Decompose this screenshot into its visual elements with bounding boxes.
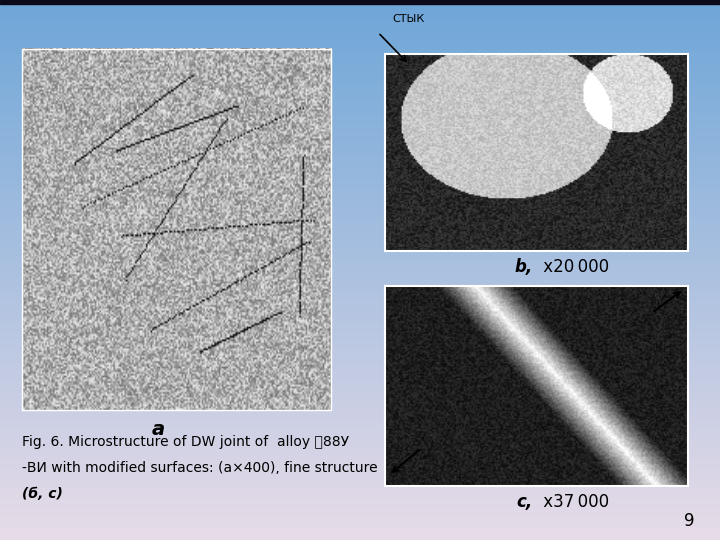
- Text: 9: 9: [684, 512, 695, 530]
- Bar: [385, 54, 688, 251]
- Text: x20 000: x20 000: [538, 258, 609, 276]
- Text: (б, с): (б, с): [22, 487, 63, 501]
- Bar: [385, 286, 688, 486]
- Text: -ВИ with modified surfaces: (а×400), fine structure: -ВИ with modified surfaces: (а×400), fin…: [22, 461, 377, 475]
- Text: Fig. 6. Microstructure of DW joint of  alloy 䉳88У: Fig. 6. Microstructure of DW joint of al…: [22, 435, 348, 449]
- Bar: [22, 49, 331, 410]
- Text: c,: c,: [516, 493, 533, 511]
- Bar: [0, 0, 720, 4]
- Text: СТЫК: СТЫК: [392, 14, 425, 24]
- Text: a: a: [152, 420, 165, 439]
- Text: b,: b,: [515, 258, 533, 276]
- Text: x37 000: x37 000: [538, 493, 609, 511]
